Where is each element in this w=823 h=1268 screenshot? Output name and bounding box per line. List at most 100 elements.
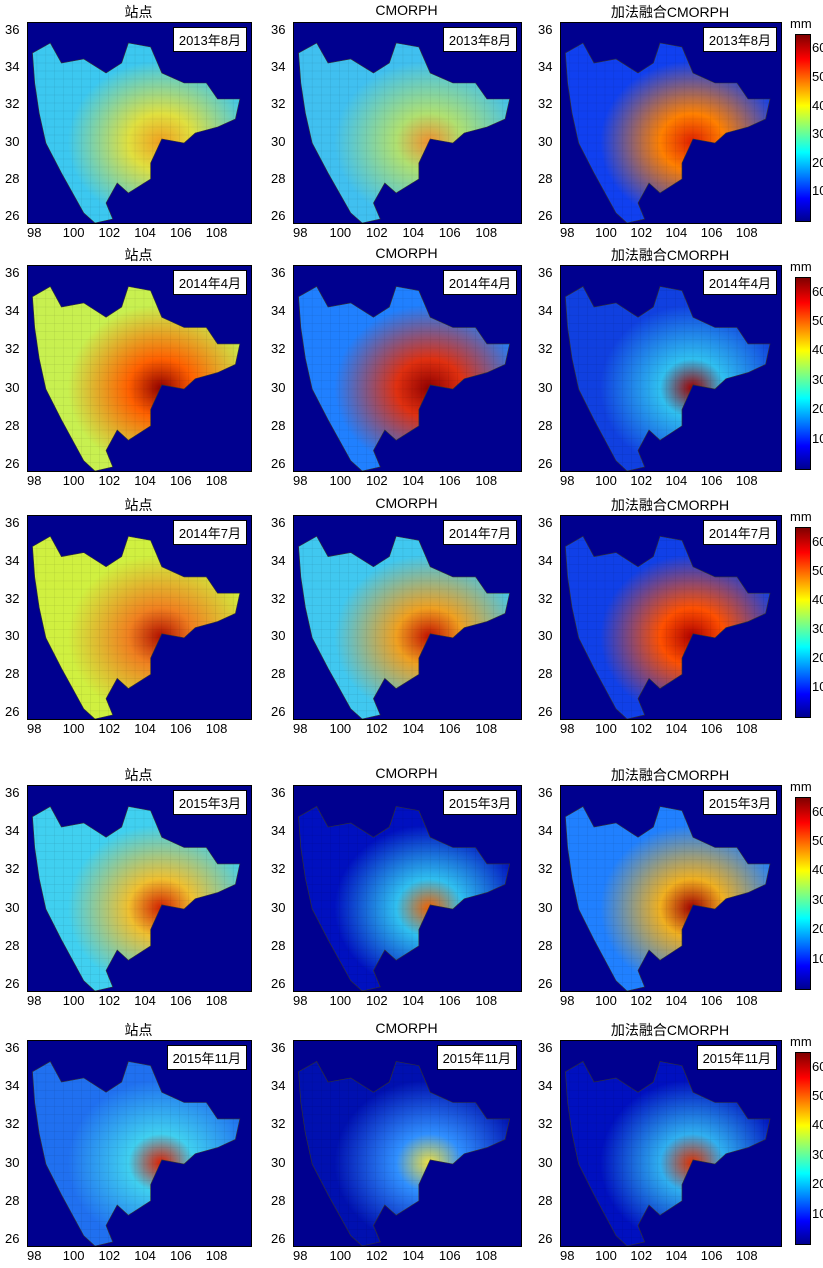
y-tick-label: 34 bbox=[271, 552, 286, 568]
y-tick-label: 32 bbox=[271, 1116, 286, 1132]
colorbar-tick: 10 bbox=[812, 1205, 823, 1221]
x-tick-label: 106 bbox=[700, 473, 723, 488]
y-tick-label: 32 bbox=[538, 590, 553, 606]
x-tick-label: 108 bbox=[205, 473, 228, 488]
y-tick-label: 28 bbox=[5, 170, 20, 186]
precipitation-map bbox=[298, 42, 511, 223]
x-tick-label: 98 bbox=[27, 1248, 42, 1263]
x-tick-label: 106 bbox=[169, 225, 192, 240]
x-tick-label: 102 bbox=[98, 721, 121, 736]
panel-title: 站点 bbox=[124, 1022, 153, 1038]
y-tick-label: 30 bbox=[5, 899, 20, 915]
x-tick-label: 100 bbox=[595, 473, 617, 488]
y-tick-label: 30 bbox=[538, 1154, 553, 1170]
y-tick-label: 32 bbox=[271, 861, 286, 877]
region-shape bbox=[565, 535, 771, 719]
colorbar-tick: 50 bbox=[812, 313, 823, 329]
colorbar-tick: 20 bbox=[812, 154, 823, 170]
colorbar-tick: 30 bbox=[812, 620, 823, 636]
date-label: 2014年7月 bbox=[442, 520, 517, 545]
x-tick-label: 104 bbox=[134, 473, 156, 488]
x-tick-label: 108 bbox=[735, 1248, 758, 1263]
x-tick-label: 100 bbox=[62, 225, 85, 240]
x-tick-label: 102 bbox=[365, 1248, 388, 1263]
date-label: 2014年7月 bbox=[172, 520, 247, 545]
y-tick-label: 30 bbox=[538, 133, 553, 149]
x-tick-label: 98 bbox=[560, 473, 575, 488]
y-tick-label: 36 bbox=[538, 1040, 553, 1055]
colorbar-tick: 20 bbox=[812, 649, 823, 665]
y-tick-label: 30 bbox=[5, 1154, 20, 1170]
map-panel: 2015年11月 bbox=[560, 1040, 782, 1247]
colorbar-tick: 60 bbox=[812, 40, 823, 56]
y-tick-label: 36 bbox=[271, 1040, 286, 1055]
date-label: 2015年11月 bbox=[436, 1045, 517, 1070]
colorbar-tick: 60 bbox=[812, 533, 823, 549]
x-tick-label: 102 bbox=[98, 993, 121, 1008]
x-tick-label: 104 bbox=[402, 993, 425, 1008]
colorbar-tick: 60 bbox=[812, 283, 823, 299]
map-panel: 2014年7月 bbox=[293, 515, 522, 720]
date-label: 2014年7月 bbox=[702, 520, 777, 545]
colorbar-tick: 50 bbox=[812, 68, 823, 84]
y-tick-label: 34 bbox=[271, 823, 286, 839]
colorbar bbox=[795, 34, 811, 222]
region-shape bbox=[32, 42, 241, 223]
colorbar-tick: 30 bbox=[812, 1146, 823, 1162]
y-tick-label: 30 bbox=[5, 379, 20, 395]
y-tick-label: 34 bbox=[538, 552, 553, 568]
y-tick-label: 34 bbox=[5, 1078, 20, 1094]
x-tick-label: 100 bbox=[62, 1248, 85, 1263]
colorbar-tick: 60 bbox=[812, 1058, 823, 1074]
colorbar-unit: mm bbox=[790, 1034, 812, 1049]
y-tick-label: 28 bbox=[538, 417, 553, 433]
region-shape bbox=[298, 1061, 511, 1246]
precipitation-map bbox=[565, 1061, 771, 1246]
y-tick-label: 26 bbox=[271, 1231, 286, 1246]
date-label: 2014年4月 bbox=[172, 270, 247, 295]
x-tick-label: 108 bbox=[475, 721, 498, 736]
x-tick-label: 102 bbox=[98, 473, 121, 488]
x-tick-label: 102 bbox=[365, 473, 388, 488]
x-tick-label: 106 bbox=[169, 473, 192, 488]
y-tick-label: 32 bbox=[5, 1116, 20, 1132]
y-tick-label: 28 bbox=[271, 1192, 286, 1208]
colorbar-tick: 10 bbox=[812, 950, 823, 966]
y-tick-label: 34 bbox=[271, 303, 286, 319]
x-tick-label: 98 bbox=[27, 473, 42, 488]
colorbar bbox=[795, 1052, 811, 1245]
date-label: 2013年8月 bbox=[702, 27, 777, 52]
x-tick-label: 106 bbox=[438, 721, 461, 736]
x-tick-label: 98 bbox=[560, 225, 575, 240]
x-tick-label: 108 bbox=[475, 225, 498, 240]
map-panel: 2015年3月 bbox=[560, 785, 782, 992]
y-tick-label: 26 bbox=[5, 976, 20, 991]
region-shape bbox=[32, 806, 241, 991]
region-shape bbox=[298, 806, 511, 991]
y-tick-label: 26 bbox=[538, 1231, 553, 1246]
x-tick-label: 104 bbox=[134, 993, 156, 1008]
region-shape bbox=[565, 42, 771, 223]
y-tick-label: 26 bbox=[538, 208, 553, 223]
x-tick-label: 106 bbox=[169, 993, 192, 1008]
x-tick-label: 106 bbox=[700, 721, 723, 736]
y-tick-label: 30 bbox=[271, 133, 286, 149]
y-tick-label: 36 bbox=[5, 515, 20, 530]
region-shape bbox=[32, 286, 241, 471]
y-tick-label: 26 bbox=[5, 1231, 20, 1246]
y-tick-label: 34 bbox=[538, 823, 553, 839]
x-tick-label: 98 bbox=[293, 473, 308, 488]
date-label: 2015年3月 bbox=[702, 790, 777, 815]
y-tick-label: 34 bbox=[538, 303, 553, 319]
region-shape bbox=[565, 286, 771, 471]
y-tick-label: 36 bbox=[538, 22, 553, 37]
x-tick-label: 106 bbox=[700, 225, 723, 240]
x-tick-label: 106 bbox=[169, 1248, 192, 1263]
x-tick-label: 108 bbox=[475, 1248, 498, 1263]
x-tick-label: 104 bbox=[402, 225, 425, 240]
y-tick-label: 36 bbox=[271, 785, 286, 800]
y-tick-label: 30 bbox=[271, 628, 286, 644]
colorbar-tick: 30 bbox=[812, 126, 823, 142]
precipitation-map bbox=[565, 806, 771, 991]
x-tick-label: 100 bbox=[595, 225, 617, 240]
